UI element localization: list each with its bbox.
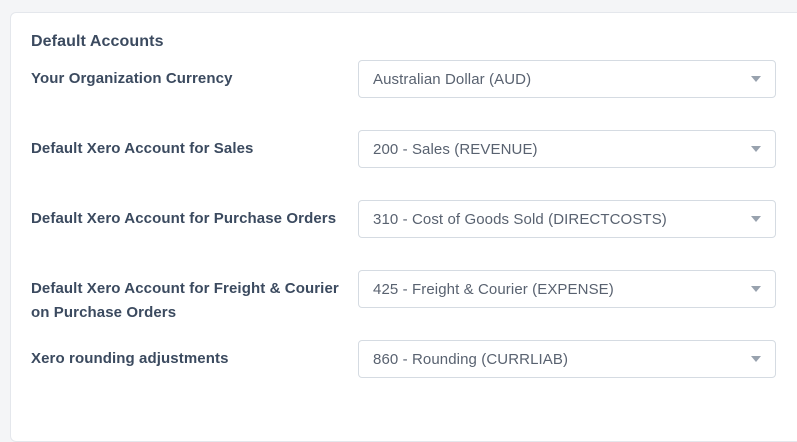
- dropdown-value: 310 - Cost of Goods Sold (DIRECTCOSTS): [373, 210, 667, 228]
- dropdown-value: 425 - Freight & Courier (EXPENSE): [373, 280, 614, 298]
- chevron-down-icon: [751, 286, 761, 292]
- section-title: Default Accounts: [31, 33, 164, 50]
- field-label-currency: Your Organization Currency: [31, 70, 233, 87]
- chevron-down-icon: [751, 146, 761, 152]
- field-label-freight-courier-account: Default Xero Account for Freight & Couri…: [31, 280, 339, 321]
- currency-dropdown[interactable]: Australian Dollar (AUD): [358, 60, 776, 98]
- dropdown-value: 200 - Sales (REVENUE): [373, 140, 538, 158]
- panel-content: Default Accounts Your Organization Curre…: [11, 13, 797, 378]
- field-label-rounding-adjustments: Xero rounding adjustments: [31, 350, 229, 367]
- field-label-purchase-orders-account: Default Xero Account for Purchase Orders: [31, 210, 337, 227]
- field-label-sales-account: Default Xero Account for Sales: [31, 140, 254, 157]
- dropdown-value: 860 - Rounding (CURRLIAB): [373, 350, 569, 368]
- form-row-rounding-adjustments: Xero rounding adjustments 860 - Rounding…: [31, 340, 797, 378]
- form-row-purchase-orders-account: Default Xero Account for Purchase Orders…: [31, 200, 797, 238]
- form-row-currency: Your Organization Currency Australian Do…: [31, 60, 797, 98]
- form-row-sales-account: Default Xero Account for Sales 200 - Sal…: [31, 130, 797, 168]
- freight-courier-account-dropdown[interactable]: 425 - Freight & Courier (EXPENSE): [358, 270, 776, 308]
- dropdown-value: Australian Dollar (AUD): [373, 70, 532, 88]
- chevron-down-icon: [751, 76, 761, 82]
- chevron-down-icon: [751, 356, 761, 362]
- rounding-adjustments-dropdown[interactable]: 860 - Rounding (CURRLIAB): [358, 340, 776, 378]
- form-row-freight-courier-account: Default Xero Account for Freight & Couri…: [31, 270, 797, 321]
- settings-panel: Default Accounts Your Organization Curre…: [10, 12, 797, 442]
- chevron-down-icon: [751, 216, 761, 222]
- sales-account-dropdown[interactable]: 200 - Sales (REVENUE): [358, 130, 776, 168]
- purchase-orders-account-dropdown[interactable]: 310 - Cost of Goods Sold (DIRECTCOSTS): [358, 200, 776, 238]
